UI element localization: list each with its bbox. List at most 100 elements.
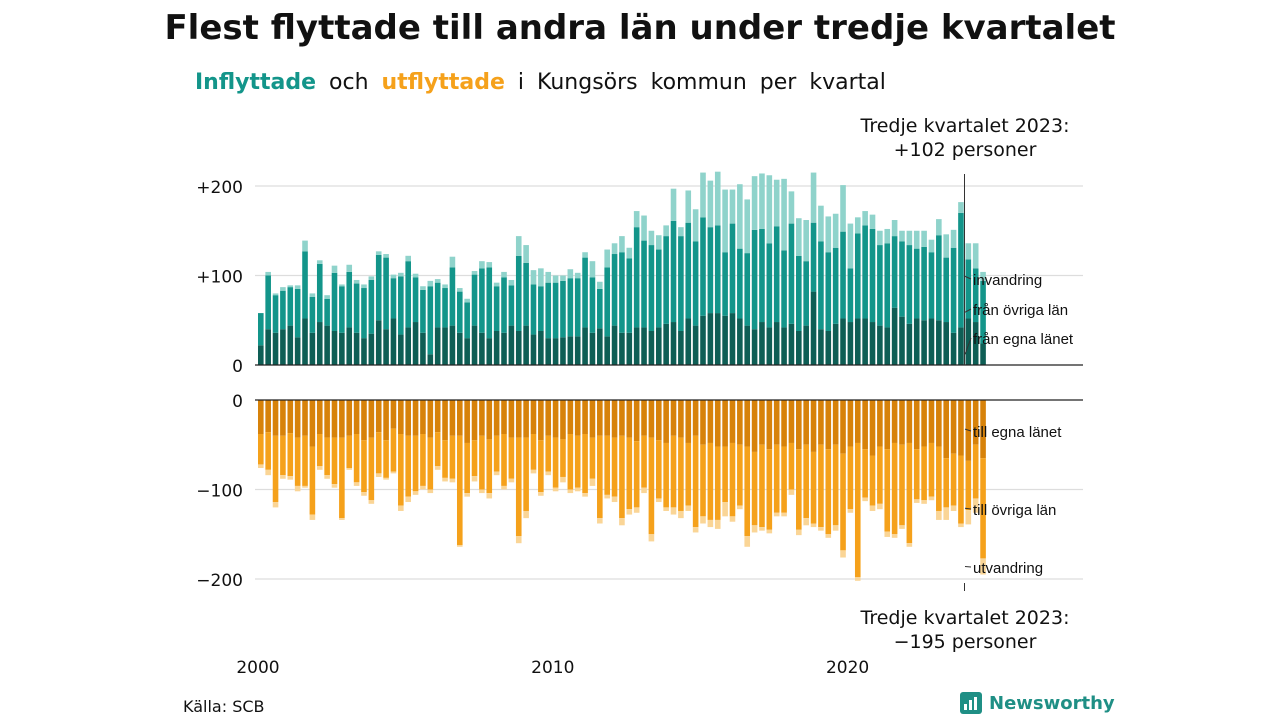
bar-in-own: [913, 318, 920, 365]
bar-out-other: [302, 435, 308, 486]
bar-out-emigration: [265, 469, 271, 476]
bar-in-immigration: [405, 255, 411, 262]
bar-out-other: [862, 449, 868, 498]
bar-out-emigration: [655, 498, 662, 503]
bar-in-own: [729, 313, 736, 365]
bar-in-other: [803, 261, 809, 326]
bar-out-emigration: [862, 497, 868, 502]
bar-in-immigration: [324, 295, 330, 299]
leader-line-top: [964, 275, 972, 280]
bar-in-own: [692, 325, 699, 365]
end-label-top: invandring: [973, 272, 1042, 289]
bar-in-own: [538, 330, 544, 365]
bar-in-other: [316, 263, 323, 323]
bar-out-other: [913, 449, 920, 500]
end-label-top: från övriga län: [973, 302, 1068, 319]
bar-out-own: [589, 400, 596, 438]
bar-out-own: [442, 400, 448, 441]
bar-out-emigration: [574, 487, 581, 492]
bar-in-immigration: [773, 179, 780, 227]
bar-in-immigration: [272, 293, 279, 296]
bar-in-own: [980, 343, 986, 365]
bar-out-other: [449, 435, 456, 479]
bar-in-immigration: [633, 211, 640, 228]
bar-in-immigration: [626, 247, 633, 259]
bar-in-own: [899, 316, 905, 365]
bar-out-own: [258, 400, 264, 435]
bar-in-immigration: [530, 270, 537, 285]
bar-in-immigration: [427, 280, 434, 287]
bar-out-other: [294, 437, 301, 486]
bar-out-emigration: [913, 499, 920, 503]
y-tick-label-bottom: 0: [232, 392, 243, 412]
bar-in-own: [722, 315, 728, 365]
bar-out-own: [346, 400, 353, 436]
bar-out-own: [597, 400, 603, 436]
bar-in-own: [906, 323, 913, 365]
newsworthy-logo-icon: [960, 692, 982, 714]
bar-in-other: [427, 286, 434, 355]
bar-out-other: [796, 449, 802, 530]
bar-in-immigration: [810, 172, 817, 223]
end-label-bottom: utvandring: [973, 560, 1043, 577]
bar-in-other: [648, 245, 655, 331]
bar-out-own: [936, 400, 942, 447]
bar-out-other: [412, 435, 419, 492]
bar-in-other: [361, 288, 367, 339]
bar-out-emigration: [626, 509, 633, 515]
bar-in-other: [943, 257, 950, 323]
bar-out-other: [950, 453, 957, 506]
bar-in-immigration: [670, 188, 677, 221]
bar-in-immigration: [361, 284, 367, 289]
leader-line-top: [964, 308, 972, 313]
bar-in-other: [729, 223, 736, 314]
bar-in-other: [272, 295, 279, 333]
bar-in-immigration: [567, 269, 574, 279]
bar-in-immigration: [375, 251, 382, 255]
bar-out-emigration: [877, 503, 883, 510]
bar-in-other: [972, 268, 979, 323]
bar-out-own: [449, 400, 456, 436]
bar-out-other: [899, 444, 905, 526]
bar-in-other: [891, 236, 898, 308]
annotation-top-line1: Tredje kvartalet 2023:: [860, 115, 1070, 137]
bar-out-other: [788, 442, 795, 490]
bar-out-other: [405, 435, 411, 497]
bar-in-own: [972, 322, 979, 365]
bar-out-emigration: [508, 478, 515, 483]
bar-out-emigration: [471, 476, 478, 482]
bar-in-own: [825, 330, 832, 365]
bar-in-own: [648, 330, 655, 365]
bar-out-emigration: [324, 475, 330, 479]
bar-in-immigration: [287, 285, 294, 288]
bar-in-own: [493, 330, 500, 365]
bar-in-own: [272, 332, 279, 365]
bar-in-other: [921, 246, 927, 321]
bar-in-own: [582, 327, 588, 365]
bar-out-own: [280, 400, 286, 436]
bar-in-immigration: [692, 209, 699, 242]
bar-in-own: [766, 327, 773, 365]
bar-out-own: [869, 400, 876, 456]
bar-in-immigration: [663, 225, 669, 237]
bar-in-other: [832, 247, 839, 324]
bar-out-own: [567, 400, 574, 435]
bar-in-other: [626, 258, 633, 333]
bar-in-other: [847, 268, 854, 323]
bar-in-immigration: [501, 271, 507, 278]
bar-out-emigration: [434, 466, 441, 470]
bar-in-own: [486, 338, 493, 365]
bar-out-emigration: [375, 473, 382, 477]
bar-out-other: [759, 444, 765, 528]
bar-out-own: [390, 400, 397, 429]
bar-out-own: [921, 400, 927, 447]
bar-out-other: [972, 444, 979, 499]
bar-out-emigration: [501, 485, 507, 490]
bar-out-other: [545, 435, 552, 472]
bar-out-emigration: [751, 525, 758, 533]
y-tick-label-top: +100: [196, 268, 243, 288]
subtitle-och: och: [329, 70, 369, 95]
bar-in-immigration: [737, 184, 743, 249]
bar-out-other: [309, 446, 316, 515]
bar-in-immigration: [700, 172, 706, 218]
